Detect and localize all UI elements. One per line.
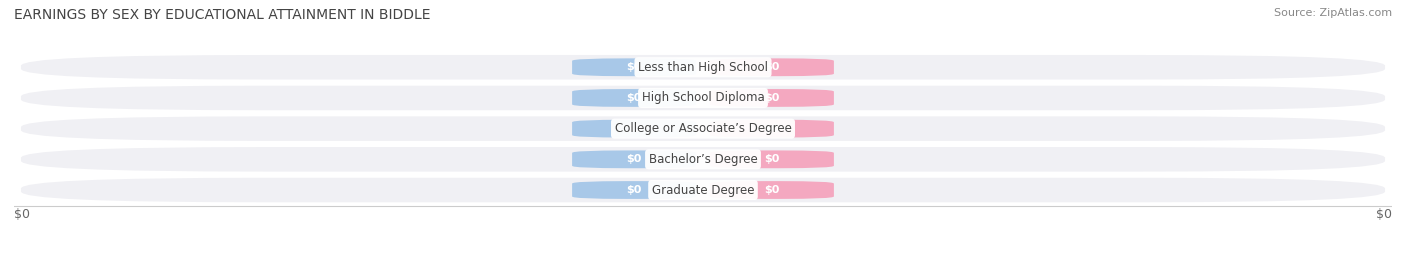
Text: $0: $0 xyxy=(627,185,641,195)
Text: $0: $0 xyxy=(14,208,30,221)
Text: High School Diploma: High School Diploma xyxy=(641,91,765,105)
FancyBboxPatch shape xyxy=(572,181,696,199)
Text: EARNINGS BY SEX BY EDUCATIONAL ATTAINMENT IN BIDDLE: EARNINGS BY SEX BY EDUCATIONAL ATTAINMEN… xyxy=(14,8,430,22)
Text: $0: $0 xyxy=(627,93,641,103)
Text: $0: $0 xyxy=(765,93,779,103)
Text: $0: $0 xyxy=(1376,208,1392,221)
FancyBboxPatch shape xyxy=(21,178,1385,202)
FancyBboxPatch shape xyxy=(572,58,696,76)
Text: $0: $0 xyxy=(627,62,641,72)
Text: College or Associate’s Degree: College or Associate’s Degree xyxy=(614,122,792,135)
FancyBboxPatch shape xyxy=(710,150,834,168)
Legend: Male, Female: Male, Female xyxy=(638,264,768,268)
Text: Source: ZipAtlas.com: Source: ZipAtlas.com xyxy=(1274,8,1392,18)
FancyBboxPatch shape xyxy=(572,120,696,137)
FancyBboxPatch shape xyxy=(21,55,1385,80)
Text: $0: $0 xyxy=(765,154,779,164)
FancyBboxPatch shape xyxy=(21,116,1385,141)
Text: $0: $0 xyxy=(627,154,641,164)
FancyBboxPatch shape xyxy=(710,120,834,137)
FancyBboxPatch shape xyxy=(21,147,1385,172)
FancyBboxPatch shape xyxy=(572,150,696,168)
Text: $0: $0 xyxy=(765,124,779,134)
Text: $0: $0 xyxy=(627,124,641,134)
FancyBboxPatch shape xyxy=(710,58,834,76)
FancyBboxPatch shape xyxy=(710,181,834,199)
FancyBboxPatch shape xyxy=(572,89,696,107)
Text: Graduate Degree: Graduate Degree xyxy=(652,184,754,196)
Text: Less than High School: Less than High School xyxy=(638,61,768,74)
FancyBboxPatch shape xyxy=(710,89,834,107)
Text: $0: $0 xyxy=(765,185,779,195)
Text: $0: $0 xyxy=(765,62,779,72)
FancyBboxPatch shape xyxy=(21,86,1385,110)
Text: Bachelor’s Degree: Bachelor’s Degree xyxy=(648,153,758,166)
